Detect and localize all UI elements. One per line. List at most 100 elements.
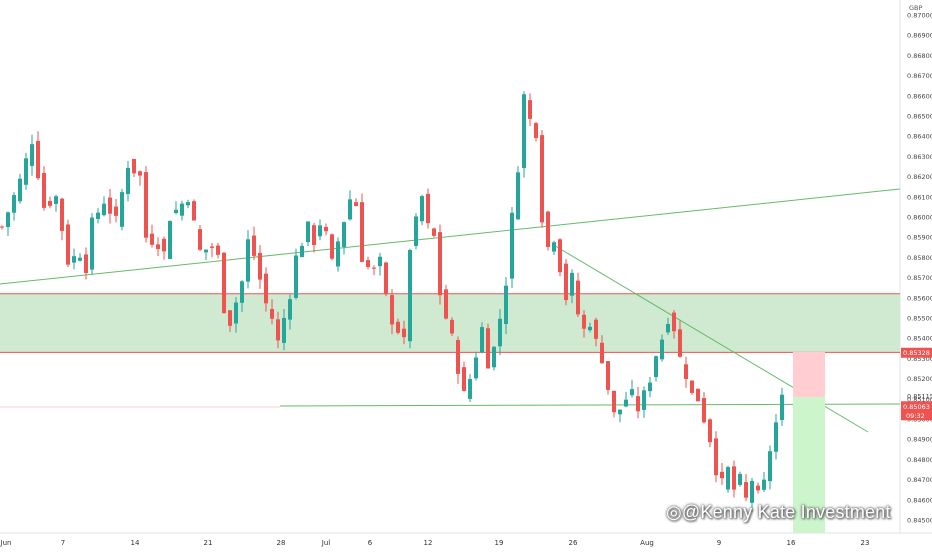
x-tick-label: 23	[861, 539, 870, 547]
y-tick-label: 0.85900	[907, 234, 932, 242]
candle-body	[468, 379, 472, 399]
candle-body	[288, 299, 292, 320]
take-profit-zone[interactable]	[793, 397, 825, 533]
candle-body	[684, 364, 688, 379]
watermark-label: @Kenny Kate Investment	[681, 502, 891, 522]
candle-body	[246, 239, 250, 282]
candle-body	[594, 319, 598, 339]
candle-body	[42, 172, 46, 208]
candle-body	[0, 226, 4, 228]
candle-body	[528, 100, 532, 119]
candle-body	[354, 202, 358, 207]
y-tick-label: 0.85600	[907, 294, 932, 302]
candle-body	[306, 221, 310, 243]
zone-price-tag	[901, 347, 932, 358]
y-tick-label: 0.86000	[907, 214, 932, 222]
candle-body	[150, 233, 154, 245]
candle-body	[402, 328, 406, 338]
candle-body	[618, 409, 622, 415]
y-tick-label: 0.86300	[907, 153, 932, 161]
camera-icon: ◎	[666, 502, 682, 522]
candle-body	[18, 178, 22, 202]
y-tick-label: 0.86800	[907, 52, 932, 60]
candle-body	[294, 255, 298, 298]
candle-body	[12, 195, 16, 213]
y-tick-label: 0.86600	[907, 92, 932, 100]
candle-body	[234, 302, 238, 324]
watermark-text: ◎@Kenny Kate Investment	[666, 502, 891, 523]
candle-body	[456, 339, 460, 374]
candle-body	[390, 295, 394, 325]
y-tick-label: 0.84900	[907, 436, 932, 444]
candle-body	[420, 196, 424, 222]
candle-body	[348, 199, 352, 220]
candle-body	[264, 273, 268, 304]
candle-body	[360, 202, 364, 262]
candle-body	[756, 485, 760, 491]
candle-body	[414, 216, 418, 246]
y-tick-label: 0.85200	[907, 375, 932, 383]
candle-body	[96, 212, 100, 219]
candle-body	[318, 225, 322, 237]
candle-body	[84, 254, 88, 273]
candle-body	[24, 158, 28, 185]
candle-body	[60, 198, 64, 231]
candle-body	[72, 256, 76, 263]
candle-body	[6, 212, 10, 228]
candle-body	[474, 357, 478, 379]
candle-body	[444, 289, 448, 319]
candle-body	[438, 232, 442, 296]
x-tick-label: 16	[787, 539, 796, 547]
candle-body	[462, 367, 466, 391]
y-tick-label: 0.85100	[907, 395, 932, 403]
candle-body	[36, 140, 40, 179]
candle-body	[624, 399, 628, 407]
candle-body	[342, 222, 346, 247]
candle-body	[108, 197, 112, 214]
stop-loss-zone[interactable]	[793, 352, 825, 397]
candle-body	[324, 226, 328, 232]
candle-body	[498, 318, 502, 347]
candle-body	[120, 192, 124, 227]
candle-body	[582, 314, 586, 329]
candle-body	[546, 211, 550, 247]
candle-body	[372, 267, 376, 269]
candle-body	[258, 252, 262, 280]
candle-body	[126, 167, 130, 195]
candle-body	[570, 272, 574, 296]
candle-body	[654, 356, 658, 378]
candle-body	[186, 202, 190, 206]
y-tick-label: 0.86200	[907, 173, 932, 181]
candle-body	[504, 285, 508, 325]
candle-body	[714, 438, 718, 476]
candle-body	[648, 382, 652, 392]
candle-body	[240, 281, 244, 303]
candle-body	[198, 229, 202, 250]
y-tick-label: 0.85400	[907, 335, 932, 343]
candle-body	[174, 209, 178, 213]
x-tick-label: 28	[277, 539, 286, 547]
y-tick-label: 0.86700	[907, 72, 932, 80]
y-tick-label: 0.86500	[907, 113, 932, 121]
y-tick-label: 0.84600	[907, 496, 932, 504]
candle-body	[384, 262, 388, 295]
candle-body	[78, 257, 82, 261]
candle-body	[642, 390, 646, 410]
y-tick-label: 0.86900	[907, 32, 932, 40]
x-tick-label: 6	[368, 539, 373, 547]
candle-body	[540, 135, 544, 223]
rising-trendline[interactable]	[0, 188, 901, 285]
candle-body	[708, 419, 712, 443]
candle-body	[66, 224, 70, 265]
candle-body	[702, 398, 706, 423]
candle-body	[726, 467, 730, 490]
y-tick-label: 0.87000	[907, 12, 932, 20]
y-tick-label: 0.85500	[907, 315, 932, 323]
candle-body	[780, 394, 784, 421]
candle-body	[738, 473, 742, 485]
candle-body	[660, 339, 664, 360]
candle-body	[672, 312, 676, 332]
candle-body	[228, 310, 232, 326]
